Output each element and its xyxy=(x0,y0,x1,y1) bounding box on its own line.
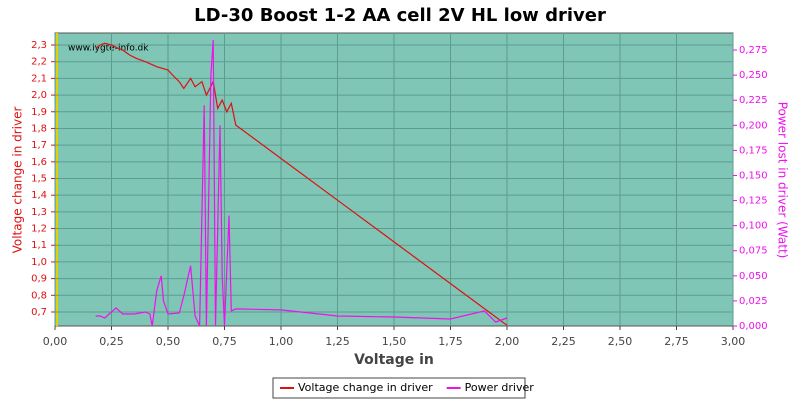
x-tick-label: 0,50 xyxy=(156,335,181,348)
x-tick-label: 1,25 xyxy=(325,335,350,348)
x-tick-label: 1,75 xyxy=(438,335,463,348)
y2-tick-label: 0,250 xyxy=(739,70,768,81)
y-tick-label: 1,5 xyxy=(31,173,47,184)
y2-tick-label: 0,275 xyxy=(739,45,768,56)
x-tick-label: 1,50 xyxy=(382,335,407,348)
x-tick-label: 2,75 xyxy=(664,335,689,348)
y-tick-label: 1,4 xyxy=(31,190,47,201)
y-tick-label: 0,7 xyxy=(31,307,47,318)
y2-tick-label: 0,050 xyxy=(739,271,768,282)
y2-tick-label: 0,100 xyxy=(739,221,768,232)
x-tick-label: 0,75 xyxy=(212,335,237,348)
y-tick-label: 1,3 xyxy=(31,207,47,218)
y-tick-label: 1,9 xyxy=(31,107,47,118)
y-tick-label: 1,7 xyxy=(31,140,47,151)
y-axis-label: Voltage change in driver xyxy=(11,107,25,254)
x-axis-label: Voltage in xyxy=(354,352,434,368)
x-tick-label: 2,25 xyxy=(551,335,576,348)
data-line xyxy=(95,42,508,326)
watermark: www.lygte-info.dk xyxy=(68,44,149,54)
x-tick-label: 2,00 xyxy=(495,335,520,348)
y2-axis-label: Power lost in driver (Watt) xyxy=(776,102,790,259)
y-tick-label: 0,8 xyxy=(31,290,47,301)
y2-tick-label: 0,125 xyxy=(739,196,768,207)
y-tick-label: 1,2 xyxy=(31,224,47,235)
legend-label: Voltage change in driver xyxy=(298,381,433,394)
y2-tick-label: 0,000 xyxy=(739,321,768,332)
y-tick-label: 1,1 xyxy=(31,240,47,251)
x-tick-label: 1,00 xyxy=(269,335,294,348)
y2-tick-label: 0,025 xyxy=(739,296,768,307)
y-tick-label: 2,3 xyxy=(31,40,47,51)
x-tick-label: 2,50 xyxy=(608,335,633,348)
legend-label: Power driver xyxy=(465,381,535,394)
chart-title: LD-30 Boost 1-2 AA cell 2V HL low driver xyxy=(194,5,606,26)
y-tick-label: 2,0 xyxy=(31,90,47,101)
y2-tick-label: 0,200 xyxy=(739,120,768,131)
y2-tick-label: 0,225 xyxy=(739,95,768,106)
x-tick-label: 0,00 xyxy=(43,335,68,348)
data-line xyxy=(95,39,508,327)
x-tick-label: 0,25 xyxy=(99,335,124,348)
y-tick-label: 0,9 xyxy=(31,274,47,285)
legend-box xyxy=(272,377,526,399)
y-tick-label: 2,2 xyxy=(31,57,47,68)
x-tick-label: 3,00 xyxy=(721,335,746,348)
y-tick-label: 2,1 xyxy=(31,73,47,84)
y2-tick-label: 0,150 xyxy=(739,170,768,181)
y-tick-label: 1,8 xyxy=(31,123,47,134)
y-tick-label: 1,0 xyxy=(31,257,47,268)
y-tick-label: 1,6 xyxy=(31,157,47,168)
y2-tick-label: 0,175 xyxy=(739,145,768,156)
y2-tick-label: 0,075 xyxy=(739,246,768,257)
